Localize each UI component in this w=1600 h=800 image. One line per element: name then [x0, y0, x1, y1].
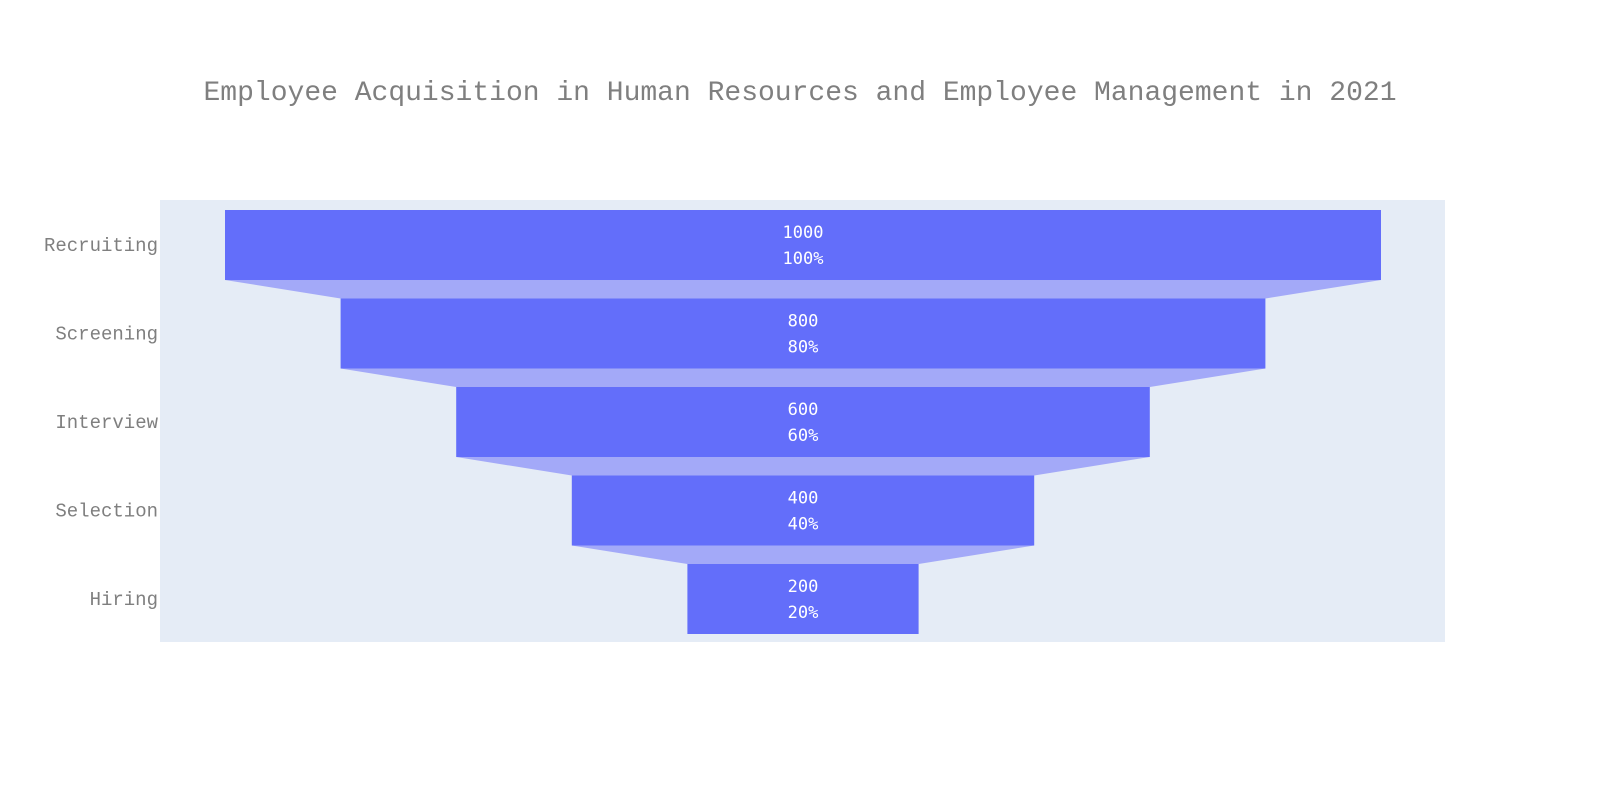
bar-value-label-hiring: 200: [788, 577, 819, 597]
funnel-bar-selection: [571, 475, 1035, 546]
funnel-connector-2: [456, 457, 1150, 476]
bar-value-label-screening: 800: [788, 312, 819, 332]
y-axis-tick-labels: Recruiting Screening Interview Selection Hir…: [44, 235, 159, 611]
bar-value-label-interview: 600: [788, 400, 819, 420]
y-tick-label-hiring: Hiring: [90, 589, 158, 611]
funnel-bar-labels: 1000 100% 800 80% 600 60% 400 40% 200 20%: [783, 223, 824, 623]
funnel-connectors: [225, 280, 1381, 564]
funnel-bar-interview: [456, 387, 1150, 457]
funnel-bar-recruiting: [225, 210, 1381, 280]
bar-percent-label-selection: 40%: [788, 515, 819, 535]
funnel-connector-0: [225, 280, 1381, 299]
funnel-bar-screening: [340, 298, 1266, 369]
bar-value-label-recruiting: 1000: [783, 223, 824, 243]
bar-percent-label-interview: 60%: [788, 426, 819, 446]
funnel-connector-3: [571, 545, 1035, 564]
bar-percent-label-hiring: 20%: [788, 603, 819, 623]
funnel-bars: [225, 210, 1381, 634]
bar-percent-label-recruiting: 100%: [783, 249, 824, 269]
funnel-connector-1: [340, 368, 1266, 387]
bar-value-label-selection: 400: [788, 489, 819, 509]
y-tick-label-interview: Interview: [55, 412, 158, 434]
chart-title: Employee Acquisition in Human Resources …: [204, 78, 1397, 109]
funnel-bar-hiring: [687, 564, 919, 634]
y-tick-label-screening: Screening: [55, 324, 158, 346]
y-tick-label-selection: Selection: [55, 501, 158, 523]
bar-percent-label-screening: 80%: [788, 338, 819, 358]
y-tick-label-recruiting: Recruiting: [44, 235, 158, 257]
